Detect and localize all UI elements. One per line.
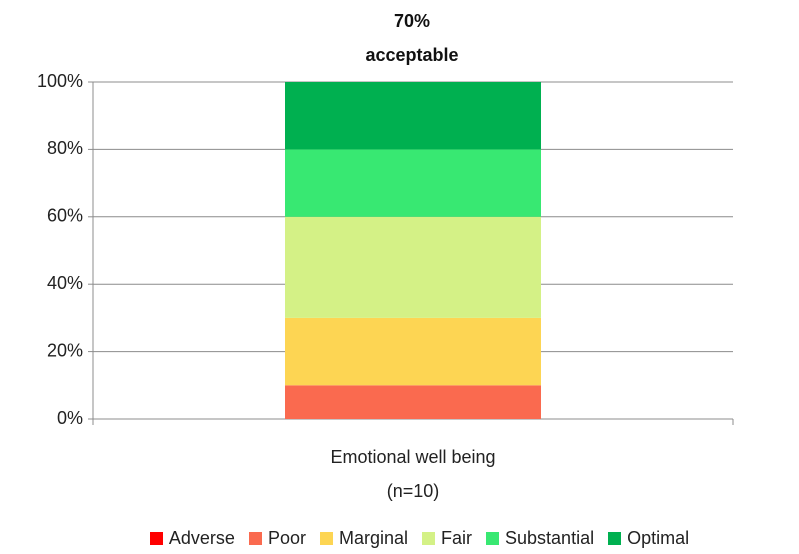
y-tick-label: 0%: [57, 408, 83, 428]
legend-label: Poor: [267, 528, 306, 548]
legend-item: Poor: [248, 528, 306, 549]
legend-swatch: [319, 532, 333, 545]
x-tick-label: Emotional well being (n=10): [330, 447, 496, 501]
legend-label: Adverse: [168, 528, 235, 548]
legend-swatch: [608, 532, 622, 545]
bar-segment: [285, 385, 541, 419]
bar-segment: [285, 317, 541, 386]
bar-segment: [285, 216, 541, 318]
annotation: 70% acceptable: [365, 11, 459, 65]
legend-item: Substantial: [486, 528, 594, 549]
legend-swatch: [248, 532, 262, 545]
y-tick-label: 20%: [47, 340, 83, 360]
legend-label: Optimal: [627, 528, 690, 548]
legend-swatch: [149, 532, 163, 545]
y-tick-label: 40%: [47, 273, 83, 293]
legend: Adverse Poor Marginal Fair Substantial Optima…: [0, 528, 799, 549]
legend-swatch: [422, 532, 436, 545]
legend-label: Fair: [441, 528, 473, 548]
y-tick-label: 80%: [47, 138, 83, 158]
bar-segment: [285, 82, 541, 150]
legend-label: Marginal: [338, 528, 409, 548]
legend-item: Adverse: [149, 528, 235, 549]
y-tick-label: 100%: [37, 71, 83, 91]
bar-segment: [285, 149, 541, 217]
legend-swatch: [486, 532, 500, 545]
legend-item: Optimal: [608, 528, 689, 549]
legend-item: Marginal: [319, 528, 409, 549]
legend-label: Substantial: [505, 528, 595, 548]
y-tick-label: 60%: [47, 206, 83, 226]
legend-item: Fair: [422, 528, 472, 549]
